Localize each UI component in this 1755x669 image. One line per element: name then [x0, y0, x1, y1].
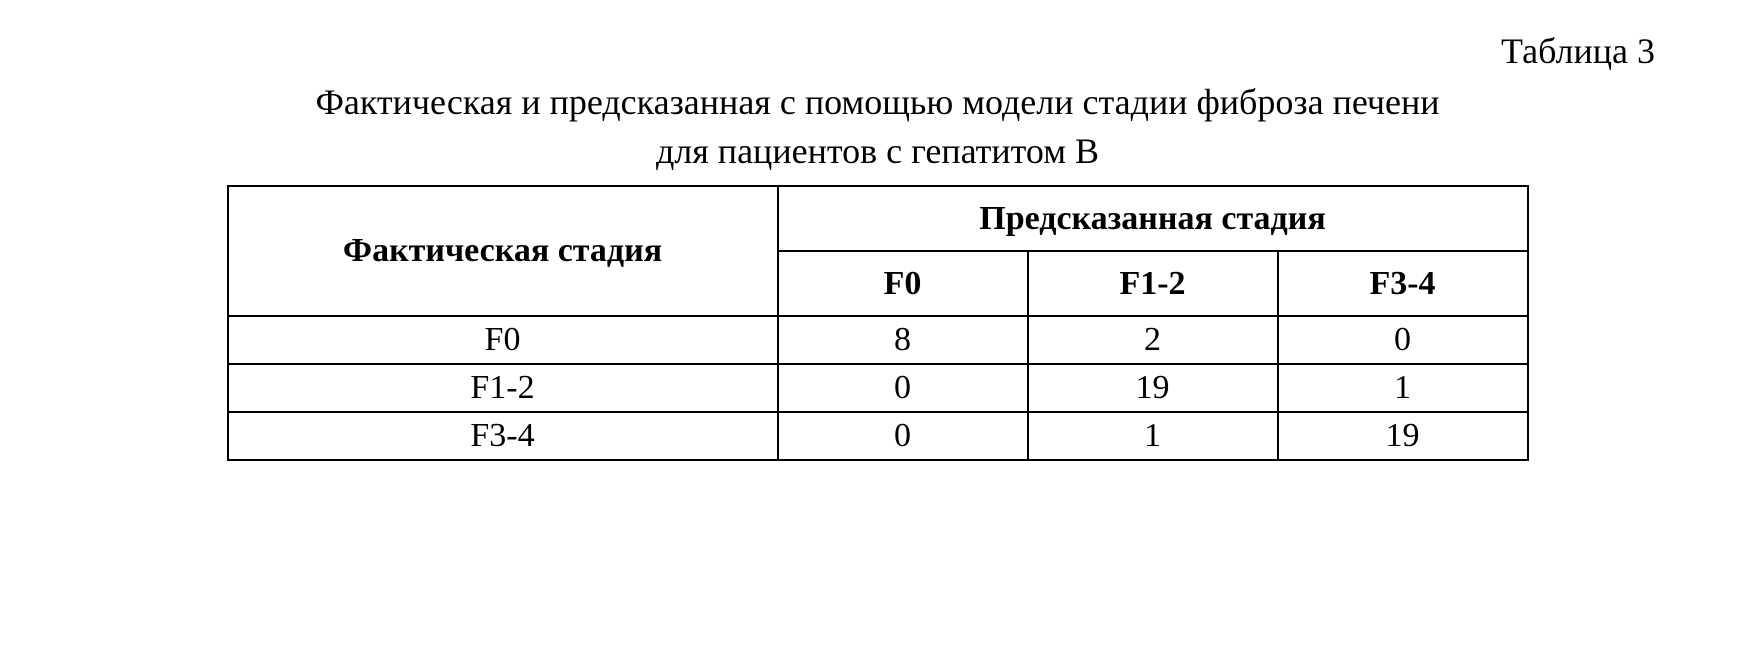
caption-line-2: для пациентов с гепатитом B	[656, 131, 1099, 171]
table-number: Таблица 3	[60, 30, 1655, 72]
row-label: F1-2	[228, 364, 778, 412]
table-row: F0 8 2 0	[228, 316, 1528, 364]
cell: 19	[1278, 412, 1528, 460]
table-row: F1-2 0 19 1	[228, 364, 1528, 412]
header-sub-f3-4: F3-4	[1278, 251, 1528, 316]
header-actual-stage: Фактическая стадия	[228, 186, 778, 316]
cell: 1	[1028, 412, 1278, 460]
table-head: Фактическая стадия Предсказанная стадия …	[228, 186, 1528, 316]
row-label: F0	[228, 316, 778, 364]
cell: 0	[1278, 316, 1528, 364]
table-caption: Фактическая и предсказанная с помощью мо…	[60, 78, 1695, 175]
page: Таблица 3 Фактическая и предсказанная с …	[0, 0, 1755, 669]
cell: 0	[778, 364, 1028, 412]
table-body: F0 8 2 0 F1-2 0 19 1 F3-4 0 1 19	[228, 316, 1528, 460]
cell: 1	[1278, 364, 1528, 412]
caption-line-1: Фактическая и предсказанная с помощью мо…	[315, 82, 1439, 122]
cell: 2	[1028, 316, 1278, 364]
cell: 8	[778, 316, 1028, 364]
row-label: F3-4	[228, 412, 778, 460]
header-row-1: Фактическая стадия Предсказанная стадия	[228, 186, 1528, 251]
header-predicted-stage: Предсказанная стадия	[778, 186, 1528, 251]
cell: 0	[778, 412, 1028, 460]
cell: 19	[1028, 364, 1278, 412]
table-row: F3-4 0 1 19	[228, 412, 1528, 460]
header-sub-f0: F0	[778, 251, 1028, 316]
header-sub-f1-2: F1-2	[1028, 251, 1278, 316]
confusion-matrix-table: Фактическая стадия Предсказанная стадия …	[227, 185, 1529, 461]
